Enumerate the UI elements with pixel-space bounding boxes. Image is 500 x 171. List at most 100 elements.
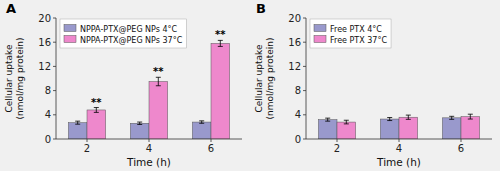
y-axis-label: Cellular uptake(nmol/mg protein)	[4, 38, 25, 120]
error-cap	[218, 46, 223, 47]
panel: 048121620246Time (h)Cellular uptake(nmol…	[254, 1, 493, 168]
y-tick	[303, 90, 306, 91]
x-tick	[87, 139, 88, 142]
bar	[318, 120, 337, 139]
y-tick-label: 4	[45, 109, 51, 120]
y-tick	[303, 18, 306, 19]
significance-label: **	[91, 97, 102, 108]
bar	[192, 122, 211, 139]
error-line	[158, 77, 159, 85]
error-cap	[449, 119, 454, 120]
error-line	[96, 108, 97, 113]
error-cap	[344, 123, 349, 124]
y-tick-label: 0	[45, 134, 51, 145]
error-bar	[325, 118, 330, 121]
y-tick	[53, 42, 56, 43]
x-tick	[337, 139, 338, 142]
legend-swatch	[314, 36, 326, 43]
legend-label: NPPA-PTX@PEG NPs 4°C	[80, 25, 178, 34]
y-tick	[303, 66, 306, 67]
y-axis-label-line: (nmol/mg protein)	[265, 38, 275, 120]
error-cap	[137, 122, 142, 123]
legend: Free PTX 4°C Free PTX 37°C	[310, 19, 391, 48]
error-bar	[468, 114, 473, 119]
y-tick	[303, 42, 306, 43]
legend-frame	[60, 19, 186, 48]
error-bar	[449, 116, 454, 119]
error-line	[220, 40, 221, 46]
x-tick	[461, 139, 462, 142]
y-axis-label-line: (nmol/mg protein)	[15, 38, 25, 120]
significance-label: **	[215, 29, 226, 40]
error-cap	[156, 85, 161, 86]
error-bar	[75, 121, 80, 124]
error-bar	[137, 122, 142, 124]
bar	[211, 43, 230, 139]
error-bar	[218, 40, 223, 46]
background	[0, 0, 500, 171]
error-bar	[406, 115, 411, 119]
error-line	[389, 118, 390, 121]
error-bar	[344, 120, 349, 124]
legend-label: Free PTX 4°C	[330, 25, 382, 34]
y-tick	[303, 114, 306, 115]
panel-title: B	[256, 1, 266, 16]
bar	[149, 82, 168, 139]
bar	[130, 123, 149, 139]
figure: 048121620******246Time (h)Cellular uptak…	[0, 0, 500, 171]
y-tick	[53, 18, 56, 19]
error-line	[451, 116, 452, 119]
y-tick	[53, 66, 56, 67]
legend-label: Free PTX 37°C	[330, 36, 387, 45]
error-cap	[325, 118, 330, 119]
y-tick	[53, 114, 56, 115]
y-tick-label: 20	[288, 13, 301, 24]
bar	[68, 123, 87, 139]
error-line	[470, 114, 471, 119]
x-tick-label: 2	[334, 143, 340, 154]
y-axis-label-line: Cellular uptake	[254, 44, 264, 112]
error-cap	[468, 114, 473, 115]
y-tick-label: 20	[38, 13, 51, 24]
error-cap	[468, 119, 473, 120]
error-bar	[156, 77, 161, 85]
bar	[87, 110, 106, 139]
y-axis-label: Cellular uptake(nmol/mg protein)	[254, 38, 275, 120]
bar	[399, 117, 418, 139]
y-axis	[306, 18, 307, 139]
error-cap	[75, 124, 80, 125]
error-cap	[344, 120, 349, 121]
x-tick	[211, 139, 212, 142]
y-tick	[53, 90, 56, 91]
legend-frame	[310, 19, 391, 48]
y-tick-label: 4	[295, 109, 301, 120]
error-cap	[406, 119, 411, 120]
x-tick-label: 4	[146, 143, 152, 154]
y-axis	[56, 18, 57, 139]
error-cap	[387, 117, 392, 118]
x-axis-label: Time (h)	[126, 156, 171, 168]
error-cap	[199, 120, 204, 121]
error-bar	[387, 118, 392, 121]
x-tick	[399, 139, 400, 142]
y-tick-label: 8	[295, 85, 301, 96]
bars	[318, 114, 479, 139]
error-line	[408, 115, 409, 119]
legend-swatch	[64, 25, 76, 32]
y-tick-label: 12	[38, 61, 51, 72]
error-cap	[449, 116, 454, 117]
panel-title: A	[6, 1, 16, 16]
error-line	[346, 120, 347, 124]
error-cap	[137, 124, 142, 125]
y-axis-label-line: Cellular uptake	[4, 44, 14, 112]
bar	[442, 118, 461, 139]
error-cap	[94, 112, 99, 113]
legend-label: NPPA-PTX@PEG NPs 37°C	[80, 36, 183, 45]
bar	[337, 122, 356, 139]
x-tick-label: 6	[208, 143, 214, 154]
y-tick-label: 12	[288, 61, 301, 72]
error-cap	[75, 121, 80, 122]
x-tick-label: 6	[458, 143, 464, 154]
bars	[68, 40, 229, 139]
x-tick	[149, 139, 150, 142]
